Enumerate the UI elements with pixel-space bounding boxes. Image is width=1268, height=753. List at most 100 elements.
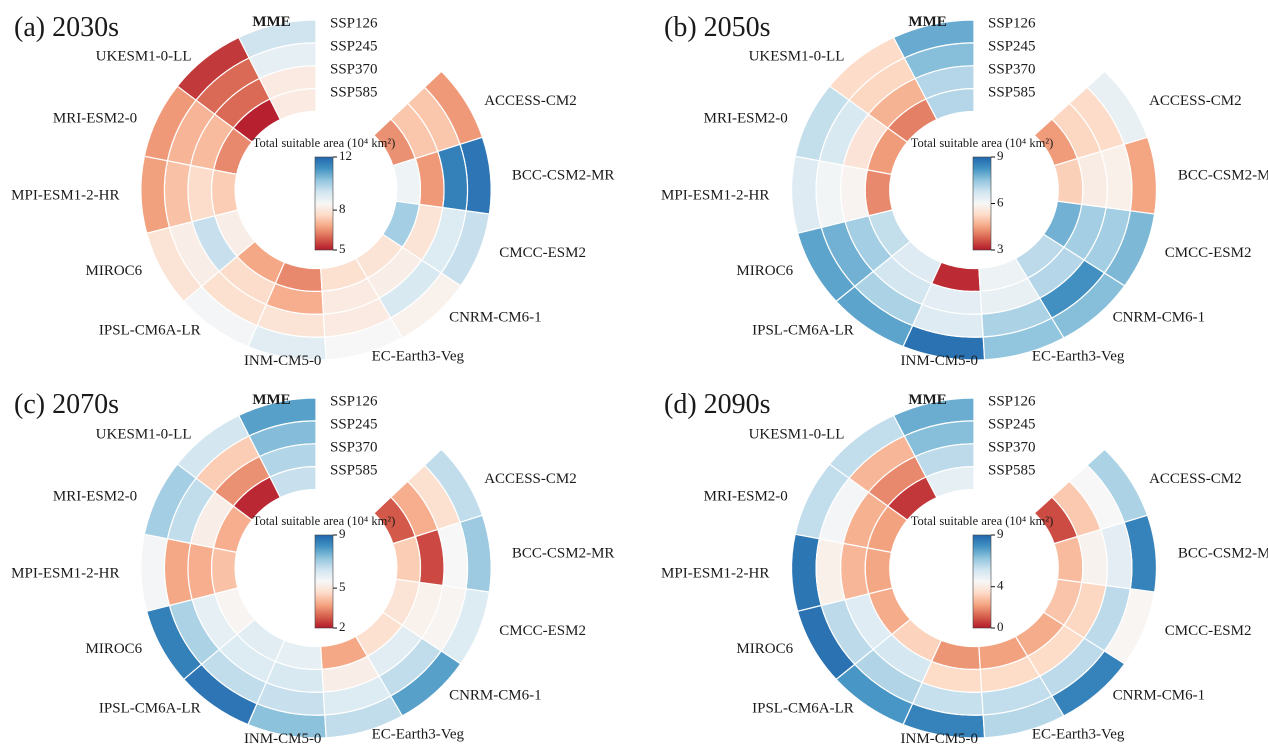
cell-MPI-ESM1-2-HR-SSP585 bbox=[864, 547, 894, 595]
model-label-MIROC6: MIROC6 bbox=[86, 263, 143, 279]
ring-separator bbox=[390, 272, 442, 319]
ring-separator bbox=[201, 286, 258, 327]
ring-separator bbox=[248, 420, 317, 437]
ring-separator bbox=[1083, 585, 1107, 639]
ring-separator bbox=[922, 304, 982, 315]
ring-separator bbox=[1076, 536, 1084, 583]
model-label-MIROC6: MIROC6 bbox=[86, 641, 143, 657]
ring-separator bbox=[1039, 259, 1085, 299]
ring-separator bbox=[868, 593, 893, 635]
colorbar-tick-label: 3 bbox=[997, 241, 1004, 256]
ring-label-SSP370: SSP370 bbox=[330, 61, 378, 77]
ring-separator bbox=[1100, 151, 1108, 208]
model-label-UKESM1-0-LL: UKESM1-0-LL bbox=[749, 427, 845, 443]
colorbar-tick-label: 8 bbox=[339, 201, 346, 216]
colorbar-title: Total suitable area (10⁴ km²) bbox=[253, 136, 396, 150]
ring-separator bbox=[840, 543, 846, 600]
ring-label-SSP245: SSP245 bbox=[988, 38, 1036, 54]
ring-label-SSP126: SSP126 bbox=[988, 393, 1036, 409]
model-label-UKESM1-0-LL: UKESM1-0-LL bbox=[749, 49, 845, 65]
ring-separator bbox=[912, 703, 984, 716]
ring-separator bbox=[437, 529, 445, 586]
ring-separator bbox=[818, 99, 850, 161]
model-label-BCC-CSM2-MR: BCC-CSM2-MR bbox=[1178, 545, 1268, 561]
ring-separator bbox=[367, 246, 403, 279]
model-label-MIROC6: MIROC6 bbox=[736, 263, 793, 279]
ring-separator bbox=[840, 165, 846, 222]
ring-separator bbox=[925, 466, 975, 478]
ring-label-SSP126: SSP126 bbox=[330, 393, 378, 409]
ring-label-SSP585: SSP585 bbox=[330, 84, 378, 100]
colorbar-tick-label: 9 bbox=[997, 148, 1004, 163]
ring-separator bbox=[407, 102, 439, 152]
ring-separator bbox=[322, 655, 368, 670]
ring-separator bbox=[407, 480, 439, 530]
model-label-MIROC6: MIROC6 bbox=[736, 641, 793, 657]
ring-separator bbox=[1086, 464, 1125, 523]
ring-separator bbox=[1027, 624, 1065, 657]
model-label-IPSL-CM6A-LR: IPSL-CM6A-LR bbox=[99, 700, 201, 716]
model-label-CMCC-ESM2: CMCC-ESM2 bbox=[499, 623, 586, 639]
ring-separator bbox=[1083, 207, 1107, 261]
ring-separator bbox=[1039, 637, 1085, 677]
model-label-ACCESS-CM2: ACCESS-CM2 bbox=[484, 93, 577, 109]
ring-separator bbox=[378, 637, 423, 677]
ring-separator bbox=[1104, 588, 1131, 652]
ring-separator bbox=[191, 599, 220, 650]
ring-separator bbox=[390, 496, 416, 537]
ring-separator bbox=[236, 634, 276, 662]
ring-separator bbox=[818, 477, 850, 539]
cell-MPI-ESM1-2-HR-SSP585 bbox=[211, 547, 239, 595]
ring-separator bbox=[191, 221, 220, 272]
ring-separator bbox=[322, 277, 368, 292]
colorbar-tick-label: 9 bbox=[997, 526, 1004, 541]
ring-separator bbox=[854, 286, 913, 327]
model-label-UKESM1-0-LL: UKESM1-0-LL bbox=[96, 427, 192, 443]
ring-separator bbox=[324, 695, 391, 716]
ring-separator bbox=[1069, 102, 1102, 152]
panel-label-a: (a) 2030s bbox=[14, 12, 119, 43]
ring-separator bbox=[1076, 158, 1084, 205]
model-label-CMCC-ESM2: CMCC-ESM2 bbox=[1165, 245, 1252, 261]
model-label-BCC-CSM2-MR: BCC-CSM2-MR bbox=[1178, 167, 1268, 183]
model-label-CMCC-ESM2: CMCC-ESM2 bbox=[499, 245, 586, 261]
ring-separator bbox=[421, 207, 444, 261]
ring-separator bbox=[915, 443, 975, 457]
ring-separator bbox=[1063, 582, 1083, 626]
model-label-MPI-ESM1-2-HR: MPI-ESM1-2-HR bbox=[11, 565, 119, 581]
ring-separator bbox=[401, 204, 420, 248]
colorbar-tick-label: 9 bbox=[339, 526, 346, 541]
ring-separator bbox=[232, 476, 271, 507]
ring-separator bbox=[844, 599, 874, 650]
model-label-MRI-ESM2-0: MRI-ESM2-0 bbox=[704, 111, 788, 127]
ring-separator bbox=[866, 505, 889, 548]
ring-separator bbox=[201, 664, 258, 705]
ring-separator bbox=[218, 649, 267, 683]
colorbar-tick-label: 5 bbox=[339, 241, 346, 256]
cell-BCC-CSM2-MR-SSP585 bbox=[392, 535, 422, 583]
ring-separator bbox=[187, 165, 193, 222]
ring-separator bbox=[195, 57, 250, 101]
model-label-MME: MME bbox=[252, 14, 290, 30]
ring-separator bbox=[864, 169, 870, 216]
model-label-MME: MME bbox=[908, 392, 946, 408]
ring-separator bbox=[259, 443, 317, 457]
panel-label-b: (b) 2050s bbox=[664, 12, 771, 43]
model-label-INM-CM5-0: INM-CM5-0 bbox=[901, 731, 979, 747]
model-label-IPSL-CM6A-LR: IPSL-CM6A-LR bbox=[99, 322, 201, 338]
model-label-CNRM-CM6-1: CNRM-CM6-1 bbox=[1113, 310, 1206, 326]
ring-separator bbox=[390, 118, 416, 159]
ring-label-SSP585: SSP585 bbox=[330, 462, 378, 478]
ring-separator bbox=[214, 456, 260, 493]
model-label-UKESM1-0-LL: UKESM1-0-LL bbox=[96, 49, 192, 65]
colorbar-tick-label: 2 bbox=[339, 619, 346, 634]
panel-label-d: (d) 2090s bbox=[664, 389, 771, 420]
ring-separator bbox=[912, 325, 984, 338]
ring-separator bbox=[981, 297, 1040, 315]
model-label-MRI-ESM2-0: MRI-ESM2-0 bbox=[53, 489, 137, 505]
cell-MPI-ESM1-2-HR-SSP585 bbox=[211, 169, 239, 217]
ring-separator bbox=[232, 98, 271, 129]
model-label-CNRM-CM6-1: CNRM-CM6-1 bbox=[449, 688, 542, 704]
model-label-EC-Earth3-Veg: EC-Earth3-Veg bbox=[372, 726, 465, 742]
ring-separator bbox=[187, 543, 193, 600]
